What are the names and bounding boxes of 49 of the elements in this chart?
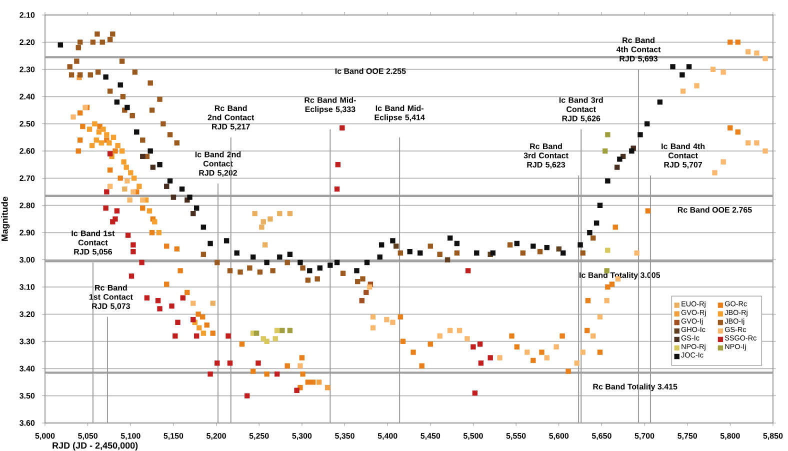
- y-tick-label: 3.20: [20, 311, 35, 318]
- y-tick-label: 2.50: [20, 120, 35, 127]
- ref-line-label: Rc Band OOE 2.765: [678, 206, 752, 213]
- x-tick-label: 5,650: [592, 433, 612, 440]
- y-tick-label: 3.10: [20, 284, 35, 290]
- ref-line-label: Rc Band 2nd Contact RJD 5,217: [208, 105, 254, 131]
- x-tick-label: 5,450: [420, 433, 440, 440]
- x-tick-label: 5,000: [35, 433, 55, 440]
- x-tick-label: 5,850: [763, 433, 783, 440]
- ref-line-label: Ic Band 4th Contact RJD 5,707: [662, 143, 705, 169]
- y-tick-label: 3.60: [20, 420, 35, 426]
- y-tick-label: 3.50: [20, 392, 35, 399]
- y-tick-label: 2.80: [20, 202, 35, 208]
- x-tick-label: 5,750: [678, 433, 698, 440]
- y-tick-label: 2.60: [20, 148, 35, 154]
- ref-line-label: Rc Band 3rd Contact RJD 5,623: [524, 143, 568, 169]
- ref-line-label: Rc Band 1st Contact RJD 5,073: [89, 284, 133, 310]
- x-axis-title: RJD (JD - 2,450,000): [52, 442, 138, 450]
- x-tick-label: 5,800: [720, 433, 740, 440]
- x-tick-label: 5,250: [249, 433, 269, 440]
- y-tick-label: 2.20: [20, 39, 35, 46]
- y-tick-label: 3.40: [20, 366, 35, 372]
- y-tick-label: 2.90: [20, 230, 35, 236]
- x-tick-label: 5,500: [463, 433, 483, 440]
- ref-line-label: Rc Band Mid-Eclipse 5,333: [304, 97, 356, 114]
- x-tick-label: 5,350: [335, 433, 354, 440]
- x-tick-label: 5,200: [206, 433, 226, 440]
- y-tick-label: 3.30: [20, 338, 35, 344]
- ref-line-label: Ic Band Mid-Eclipse 5,414: [374, 105, 425, 122]
- x-tick-label: 5,150: [164, 433, 184, 440]
- y-tick-label: 2.10: [20, 12, 35, 18]
- x-tick-label: 5,050: [78, 433, 98, 440]
- ref-line-label: Ic Band 2nd Contact RJD 5,202: [195, 151, 241, 177]
- x-tick-label: 5,550: [506, 433, 526, 440]
- x-tick-label: 5,400: [378, 433, 398, 440]
- y-tick-label: 2.70: [20, 175, 35, 182]
- ref-line-label: Ic Band 1st Contact RJD 5,056: [72, 230, 115, 256]
- y-tick-label: 2.30: [20, 66, 35, 72]
- ref-line-label: Ic Band 3rd Contact RJD 5,626: [559, 97, 603, 122]
- ref-line-label: Rc Band 4th Contact RJD 5,693: [616, 37, 661, 63]
- y-tick-label: 2.40: [20, 94, 35, 100]
- y-axis-title: Magnitude: [1, 196, 10, 241]
- ref-line-label: Ic Band OOE 2.255: [335, 68, 406, 74]
- x-tick-label: 5,100: [120, 433, 140, 440]
- x-tick-label: 5,700: [634, 433, 654, 440]
- x-tick-label: 5,300: [292, 433, 312, 440]
- x-tick-label: 5,600: [549, 433, 569, 440]
- y-tick-label: 3.00: [20, 256, 35, 263]
- ref-line-label: Rc Band Totality 3.415: [593, 384, 678, 392]
